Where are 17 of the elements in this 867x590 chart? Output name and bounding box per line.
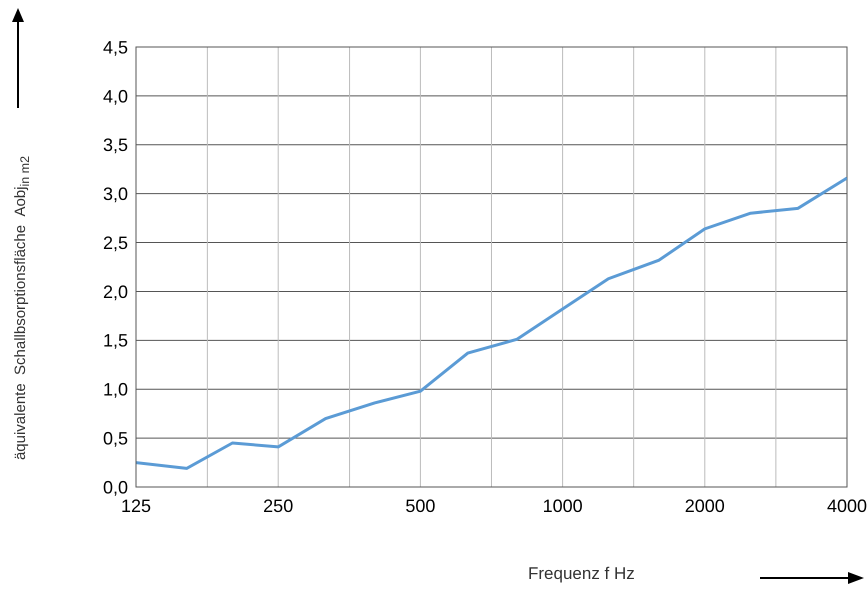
y-tick-label: 1,0 xyxy=(102,380,128,400)
x-tick-label: 125 xyxy=(120,496,152,516)
y-tick-label: 0,5 xyxy=(102,428,128,448)
x-tick-label: 500 xyxy=(405,496,436,516)
y-tick-label: 2,0 xyxy=(102,282,128,302)
y-tick-label: 4,5 xyxy=(102,37,128,58)
x-tick-label: 1000 xyxy=(542,496,583,516)
x-tick-label: 4000 xyxy=(826,496,867,516)
y-tick-label: 3,0 xyxy=(102,184,128,204)
y-tick-label: 4,0 xyxy=(102,86,128,106)
x-tick-label: 2000 xyxy=(684,496,725,516)
y-tick-label: 0,0 xyxy=(102,477,128,498)
y-tick-label: 1,5 xyxy=(102,330,128,351)
y-tick-label: 2,5 xyxy=(102,232,128,253)
y-tick-label: 3,5 xyxy=(102,135,128,156)
x-tick-label: 250 xyxy=(263,496,294,516)
x-axis-title: Frequenz f Hz xyxy=(528,564,635,584)
